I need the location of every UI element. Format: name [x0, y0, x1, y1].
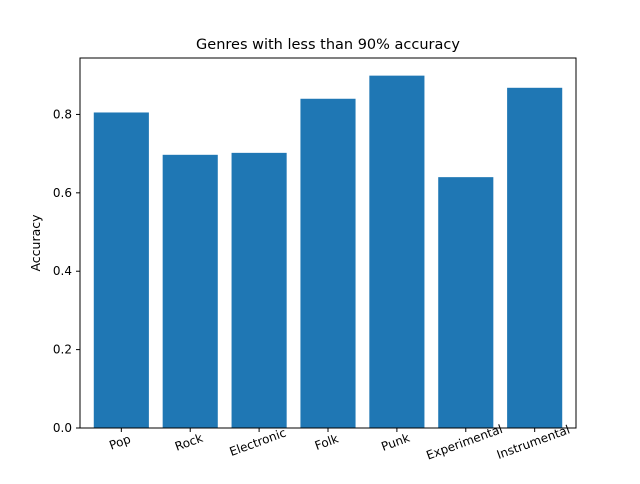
y-axis-ticks: 0.0 0.2 0.4 0.6 0.8	[53, 107, 80, 435]
y-tick-label: 0.0	[53, 421, 72, 435]
plot-area-frame	[79, 57, 577, 429]
y-tick-label: 0.6	[53, 186, 72, 200]
bar-instrumental	[507, 87, 563, 428]
y-axis-label: Accuracy	[28, 214, 43, 272]
y-tick-label: 0.2	[53, 343, 72, 357]
bar-folk	[300, 98, 356, 429]
bar-rock	[162, 154, 218, 428]
y-tick-label: 0.8	[53, 107, 72, 121]
chart-title: Genres with less than 90% accuracy	[196, 37, 460, 53]
bars-group	[93, 75, 563, 429]
y-tick-label: 0.4	[53, 264, 72, 278]
bar-experimental	[438, 177, 494, 428]
bar-punk	[369, 75, 425, 429]
bar-electronic	[231, 152, 287, 429]
bar-pop	[93, 112, 149, 429]
